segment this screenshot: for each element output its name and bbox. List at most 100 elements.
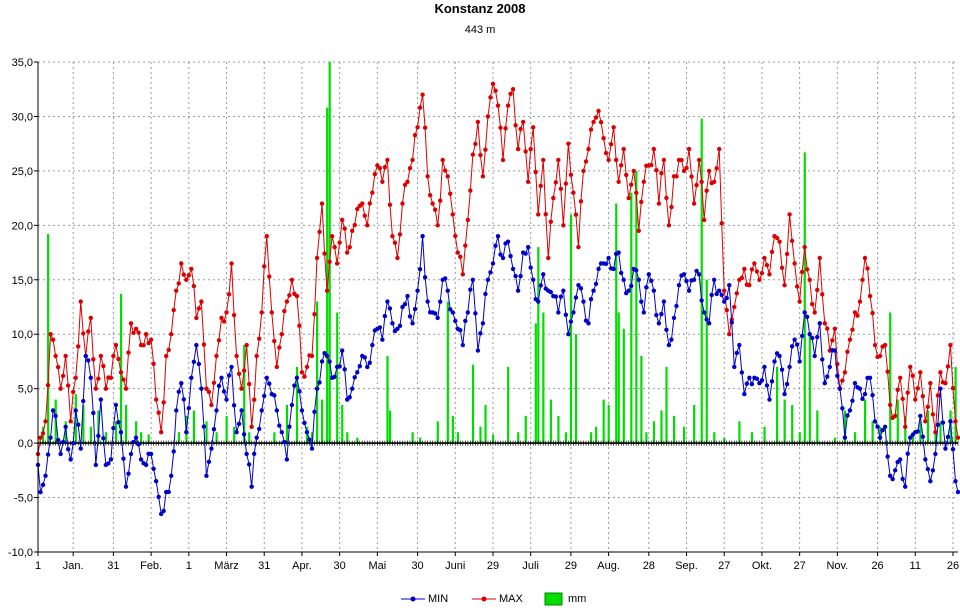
max-point	[857, 299, 863, 304]
max-point	[727, 332, 732, 337]
x-tick-label: 31	[258, 560, 270, 572]
y-tick-labels: -10,0 -5,0 0,0 5,0 10,0 15,0 20,0 25,0 30,0 35,0	[8, 57, 33, 559]
max-point	[377, 165, 383, 171]
min-point	[847, 408, 853, 413]
legend-label-min: MIN	[428, 593, 449, 605]
max-point	[269, 310, 274, 315]
min-point	[593, 281, 599, 287]
max-point	[483, 147, 488, 152]
max-point	[103, 386, 109, 391]
max-point	[360, 201, 365, 206]
min-point	[196, 361, 202, 367]
max-point	[412, 133, 418, 138]
min-point	[885, 454, 890, 459]
max-point	[546, 255, 551, 261]
min-point	[40, 482, 46, 488]
max-point	[385, 157, 390, 163]
min-point	[133, 435, 139, 440]
max-point	[156, 410, 161, 415]
min-point	[943, 446, 948, 451]
min-point	[475, 348, 481, 353]
min-point	[246, 462, 252, 467]
max-point	[365, 223, 370, 228]
min-point	[410, 321, 415, 326]
max-point	[792, 261, 797, 266]
max-point	[216, 338, 222, 343]
max-point	[164, 353, 169, 359]
max-point	[606, 157, 611, 163]
max-point	[558, 186, 564, 192]
min-point	[762, 364, 767, 370]
max-point	[548, 219, 553, 225]
min-point	[711, 277, 717, 282]
max-point	[339, 217, 345, 223]
min-point	[116, 419, 121, 425]
mm-bar	[479, 426, 482, 444]
min-point	[897, 457, 903, 462]
max-point	[593, 115, 599, 120]
max-point	[551, 195, 556, 201]
mm-bar	[295, 366, 299, 444]
max-point	[807, 277, 812, 282]
max-point	[681, 168, 687, 174]
max-point	[757, 277, 762, 282]
min-point	[176, 389, 181, 394]
mm-bar	[89, 426, 92, 444]
max-point	[774, 235, 780, 241]
min-point	[850, 398, 855, 403]
min-point	[857, 386, 863, 391]
min-point	[654, 312, 659, 318]
max-point	[918, 370, 923, 375]
mm-bar	[791, 405, 794, 444]
min-point	[174, 408, 179, 413]
min-point	[415, 288, 420, 293]
max-point	[566, 141, 571, 146]
min-point	[573, 295, 579, 300]
max-point	[910, 373, 915, 378]
mm-bar	[549, 399, 552, 444]
min-point	[553, 294, 559, 299]
mm-bar	[816, 410, 819, 444]
min-point	[928, 479, 933, 484]
min-point	[872, 419, 878, 424]
mm-bar	[776, 366, 779, 444]
min-point	[216, 383, 222, 389]
max-point	[505, 103, 511, 108]
max-point	[810, 301, 815, 307]
min-point	[820, 357, 825, 362]
max-point	[495, 103, 501, 108]
min-point	[450, 310, 455, 315]
min-point	[136, 442, 141, 447]
max-point	[131, 330, 136, 336]
min-point	[676, 283, 682, 288]
max-point	[563, 181, 569, 186]
min-point	[437, 299, 443, 304]
min-point	[717, 288, 722, 293]
min-point	[83, 353, 88, 359]
min-point	[709, 292, 714, 298]
max-point	[171, 307, 176, 313]
min-point	[400, 304, 405, 310]
min-point	[744, 381, 750, 386]
min-series	[35, 234, 960, 517]
max-point	[762, 255, 767, 261]
min-point	[845, 413, 850, 418]
max-point	[586, 146, 591, 152]
max-point	[196, 306, 202, 311]
x-tick-label: 26	[947, 560, 959, 572]
x-tick-label: Nov.	[826, 560, 848, 572]
max-point	[73, 375, 78, 380]
max-point	[624, 172, 629, 178]
max-point	[847, 337, 853, 342]
min-point	[327, 359, 332, 364]
y-tick-label: 5,0	[18, 384, 33, 396]
min-point	[955, 489, 960, 495]
x-tick-label: Sep.	[675, 560, 698, 572]
max-point	[53, 353, 58, 359]
min-point	[387, 306, 393, 311]
min-point	[576, 283, 581, 288]
min-point	[158, 511, 164, 517]
max-point	[249, 424, 254, 429]
min-point	[591, 288, 596, 293]
max-point	[578, 199, 584, 204]
